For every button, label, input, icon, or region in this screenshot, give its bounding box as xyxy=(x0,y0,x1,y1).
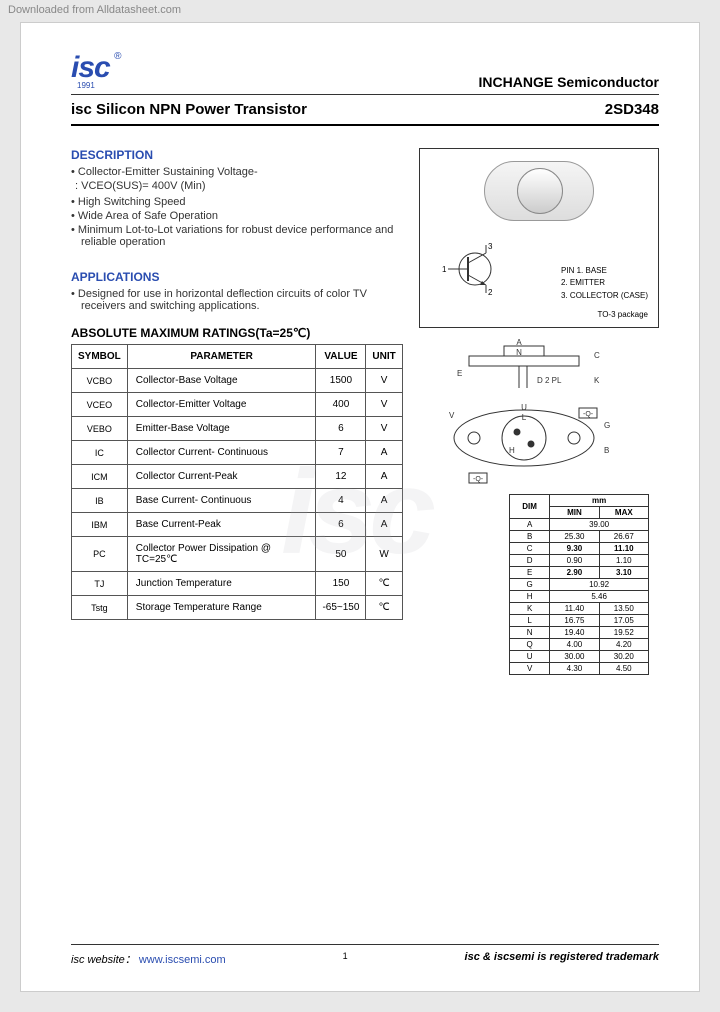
datasheet-page: isc isc ® 1991 INCHANGE Semiconductor is… xyxy=(20,22,700,992)
table-row: G10.92 xyxy=(510,579,649,591)
page-number: 1 xyxy=(343,951,348,967)
to3-outline xyxy=(484,161,594,221)
table-row: ICCollector Current- Continuous7A xyxy=(72,441,403,465)
applications-heading: APPLICATIONS xyxy=(71,270,403,284)
dimension-diagram: A N C E K D 2 PL V xyxy=(419,338,659,488)
page-header: isc ® 1991 INCHANGE Semiconductor xyxy=(71,51,659,95)
svg-text:G: G xyxy=(604,421,610,430)
svg-text:2: 2 xyxy=(488,288,493,297)
svg-text:U: U xyxy=(521,403,527,412)
table-row: D0.901.10 xyxy=(510,555,649,567)
ratings-heading: ABSOLUTE MAXIMUM RATINGS(Ta=25℃) xyxy=(71,326,403,340)
logo-text: isc xyxy=(71,51,110,84)
svg-text:E: E xyxy=(457,369,462,378)
download-source: Downloaded from Alldatasheet.com xyxy=(8,4,181,16)
title-row: isc Silicon NPN Power Transistor 2SD348 xyxy=(71,95,659,126)
svg-text:B: B xyxy=(604,446,609,455)
site-label: isc website： xyxy=(71,954,136,966)
table-row: E2.903.10 xyxy=(510,567,649,579)
package-diagram: 1 3 2 PIN 1. BASE 2. EMITTER 3. COLLECTO… xyxy=(419,148,659,328)
table-row: U30.0030.20 xyxy=(510,651,649,663)
website-link[interactable]: www.iscsemi.com xyxy=(139,954,226,966)
description-list: Collector-Emitter Sustaining Voltage- xyxy=(71,166,403,178)
table-row: IBBase Current- Continuous4A xyxy=(72,489,403,513)
registered-mark: ® xyxy=(114,51,121,62)
svg-text:K: K xyxy=(594,376,600,385)
product-title: isc Silicon NPN Power Transistor xyxy=(71,101,307,118)
applications-list: Designed for use in horizontal deflectio… xyxy=(71,288,403,312)
package-name: TO-3 package xyxy=(597,310,648,319)
page-footer: isc website： www.iscsemi.com 1 isc & isc… xyxy=(71,944,659,967)
pin-labels: PIN 1. BASE 2. EMITTER 3. COLLECTOR (CAS… xyxy=(561,265,648,303)
logo-year: 1991 xyxy=(77,81,122,90)
logo: isc ® 1991 xyxy=(71,51,122,90)
table-header: UNIT xyxy=(366,345,402,369)
table-row: A39.00 xyxy=(510,519,649,531)
table-row: IBMBase Current-Peak6A xyxy=(72,513,403,537)
svg-text:C: C xyxy=(594,351,600,360)
table-row: B25.3026.67 xyxy=(510,531,649,543)
table-row: VCEOCollector-Emitter Voltage400V xyxy=(72,393,403,417)
table-row: Q4.004.20 xyxy=(510,639,649,651)
table-row: ICMCollector Current-Peak12A xyxy=(72,465,403,489)
svg-text:1: 1 xyxy=(442,265,447,274)
table-row: C9.3011.10 xyxy=(510,543,649,555)
list-item: Wide Area of Safe Operation xyxy=(81,210,403,222)
vceo-line: : VCEO(SUS)= 400V (Min) xyxy=(71,180,403,192)
svg-text:-Q-: -Q- xyxy=(473,476,484,483)
svg-text:V: V xyxy=(449,411,455,420)
table-row: VCBOCollector-Base Voltage1500V xyxy=(72,369,403,393)
to3-cap xyxy=(517,168,563,214)
table-row: PCCollector Power Dissipation @ TC=25℃50… xyxy=(72,537,403,572)
list-item: Designed for use in horizontal deflectio… xyxy=(81,288,403,312)
table-row: L16.7517.05 xyxy=(510,615,649,627)
table-row: TstgStorage Temperature Range-65~150℃ xyxy=(72,596,403,620)
table-row: VEBOEmitter-Base Voltage6V xyxy=(72,417,403,441)
table-row: H5.46 xyxy=(510,591,649,603)
table-row: TJJunction Temperature150℃ xyxy=(72,572,403,596)
company-name: INCHANGE Semiconductor xyxy=(479,74,659,90)
table-row: N19.4019.52 xyxy=(510,627,649,639)
list-item: Collector-Emitter Sustaining Voltage- xyxy=(81,166,403,178)
part-number: 2SD348 xyxy=(605,101,659,118)
transistor-symbol-icon: 1 3 2 xyxy=(440,239,510,299)
ratings-table: SYMBOLPARAMETERVALUEUNIT VCBOCollector-B… xyxy=(71,344,403,620)
dimensions-table: DIMmm MINMAX A39.00B25.3026.67C9.3011.10… xyxy=(509,494,649,675)
list-item: High Switching Speed xyxy=(81,196,403,208)
svg-text:N: N xyxy=(516,348,522,357)
svg-text:3: 3 xyxy=(488,242,493,251)
svg-text:-Q-: -Q- xyxy=(583,411,594,418)
list-item: Minimum Lot-to-Lot variations for robust… xyxy=(81,224,403,248)
description-list-2: High Switching Speed Wide Area of Safe O… xyxy=(71,196,403,248)
svg-text:D 2 PL: D 2 PL xyxy=(537,376,562,385)
table-header: VALUE xyxy=(316,345,366,369)
table-row: V4.304.50 xyxy=(510,663,649,675)
svg-text:A: A xyxy=(516,338,522,347)
svg-text:L: L xyxy=(522,413,527,422)
table-row: K11.4013.50 xyxy=(510,603,649,615)
svg-text:H: H xyxy=(509,446,515,455)
table-header: PARAMETER xyxy=(127,345,316,369)
description-heading: DESCRIPTION xyxy=(71,148,403,162)
table-header: SYMBOL xyxy=(72,345,128,369)
trademark-text: isc & iscsemi is registered trademark xyxy=(465,951,659,963)
